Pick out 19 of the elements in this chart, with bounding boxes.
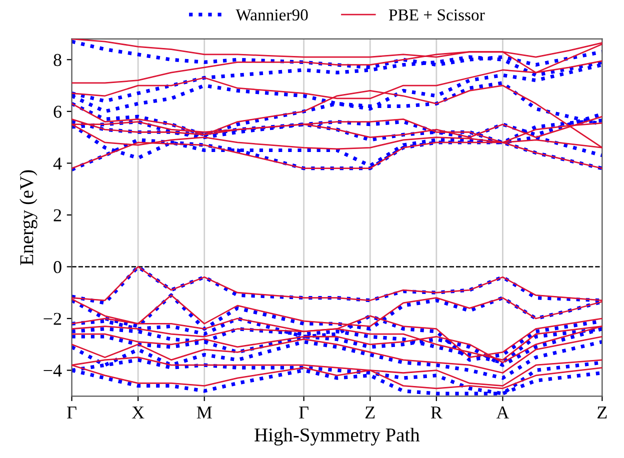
y-tick-label: −4 xyxy=(44,364,62,377)
y-tick-label: 2 xyxy=(54,209,62,222)
y-tick-label: 6 xyxy=(54,106,62,118)
y-tick-label: −2 xyxy=(44,312,62,325)
x-tick-label: Z xyxy=(598,406,607,418)
legend-label: Wannier90 xyxy=(236,9,308,21)
y-tick-label: 4 xyxy=(53,158,62,170)
x-axis-title: High-Symmetry Path xyxy=(254,428,420,446)
y-tick-label: 0 xyxy=(54,260,62,274)
y-axis-title: Energy (eV) xyxy=(20,170,38,266)
x-tick-label: M xyxy=(196,406,212,418)
x-tick-label: R xyxy=(430,406,442,418)
x-tick-label: Z xyxy=(365,406,375,418)
x-tick-label: X xyxy=(132,406,144,418)
x-tick-label: A xyxy=(496,406,510,418)
legend-label: PBE + Scissor xyxy=(388,9,485,21)
y-tick-label: 8 xyxy=(54,54,62,66)
x-tick-label: Γ xyxy=(299,406,308,418)
x-tick-label: Γ xyxy=(67,406,76,418)
